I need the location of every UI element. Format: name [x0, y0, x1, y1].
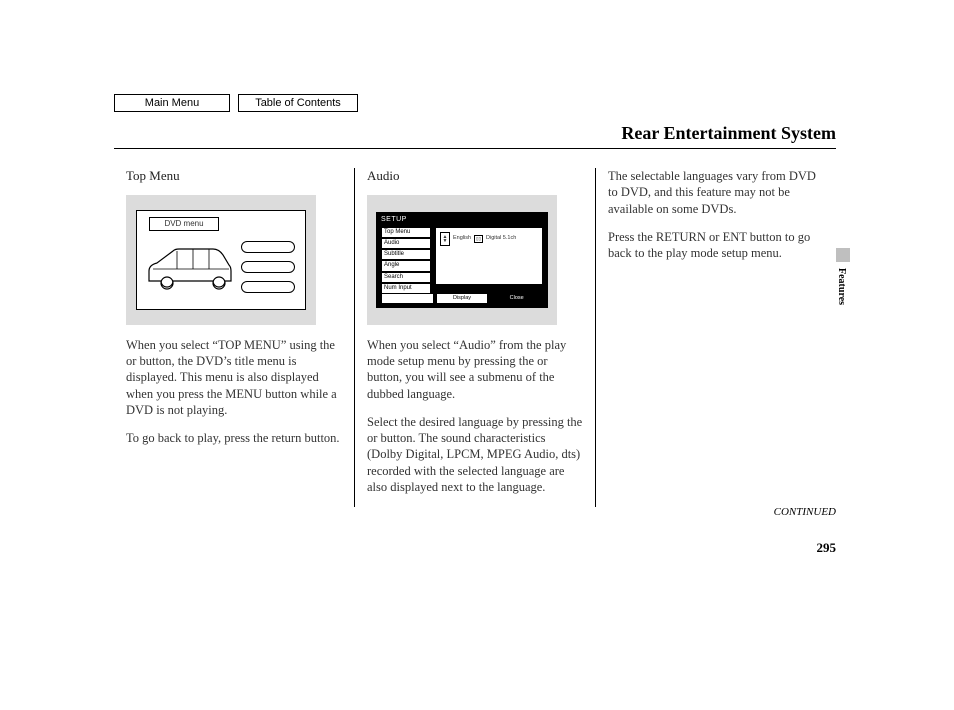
minivan-icon	[143, 241, 235, 297]
page-number: 295	[817, 540, 837, 556]
setup-title: SETUP	[377, 213, 547, 226]
setup-bottom-buttons: Display Close	[381, 293, 543, 304]
setup-screen: SETUP Top Menu Audio Subtitle Angle Sear…	[376, 212, 548, 308]
toc-button[interactable]: Table of Contents	[238, 94, 358, 112]
setup-btn-close: Close	[490, 293, 543, 304]
setup-item-topmenu: Top Menu	[381, 227, 431, 238]
dvd-menu-illustration: DVD menu	[126, 195, 316, 325]
menu-bar	[241, 261, 295, 273]
language-label: English	[453, 235, 471, 242]
col3-paragraph-2: Press the RETURN or ENT button to go bac…	[608, 229, 824, 262]
col1-paragraph-1: When you select “TOP MENU” using the or …	[126, 337, 342, 418]
section-tab: Features	[836, 248, 850, 318]
col2-paragraph-1: When you select “Audio” from the play mo…	[367, 337, 583, 402]
tab-marker	[836, 248, 850, 262]
audio-language-row: ▲▼ English ▯▯ Digital 5.1ch	[440, 232, 538, 246]
setup-btn-surround	[381, 293, 434, 304]
title-rule	[114, 148, 836, 149]
page-title: Rear Entertainment System	[621, 123, 836, 144]
col2-heading: Audio	[367, 168, 583, 185]
menu-option-bars	[241, 241, 295, 293]
dvd-menu-box: DVD menu	[136, 210, 306, 310]
setup-item-audio: Audio	[381, 238, 431, 249]
setup-screen-illustration: SETUP Top Menu Audio Subtitle Angle Sear…	[367, 195, 557, 325]
main-menu-button[interactable]: Main Menu	[114, 94, 230, 112]
dvd-menu-label: DVD menu	[149, 217, 219, 231]
setup-detail-panel: ▲▼ English ▯▯ Digital 5.1ch	[435, 227, 543, 285]
updown-arrow-icon: ▲▼	[440, 232, 450, 246]
column-top-menu: Top Menu DVD menu	[114, 168, 354, 507]
column-audio: Audio SETUP Top Menu Audio Subtitle Angl…	[354, 168, 595, 507]
dolby-icon: ▯▯	[474, 235, 483, 243]
tab-label: Features	[836, 268, 847, 305]
setup-item-subtitle: Subtitle	[381, 249, 431, 260]
codec-label: Digital 5.1ch	[486, 235, 516, 242]
continued-label: CONTINUED	[774, 506, 836, 518]
menu-bar	[241, 281, 295, 293]
setup-item-search: Search	[381, 272, 431, 283]
nav-buttons: Main Menu Table of Contents	[114, 94, 358, 112]
col1-paragraph-2: To go back to play, press the return but…	[126, 430, 342, 446]
setup-item-angle: Angle	[381, 260, 431, 271]
col3-paragraph-1: The selectable languages vary from DVD t…	[608, 168, 824, 217]
col2-paragraph-2: Select the desired language by pressing …	[367, 414, 583, 495]
menu-bar	[241, 241, 295, 253]
col1-heading: Top Menu	[126, 168, 342, 185]
setup-btn-display: Display	[436, 293, 489, 304]
column-notes: The selectable languages vary from DVD t…	[595, 168, 836, 507]
content-columns: Top Menu DVD menu	[114, 168, 836, 507]
